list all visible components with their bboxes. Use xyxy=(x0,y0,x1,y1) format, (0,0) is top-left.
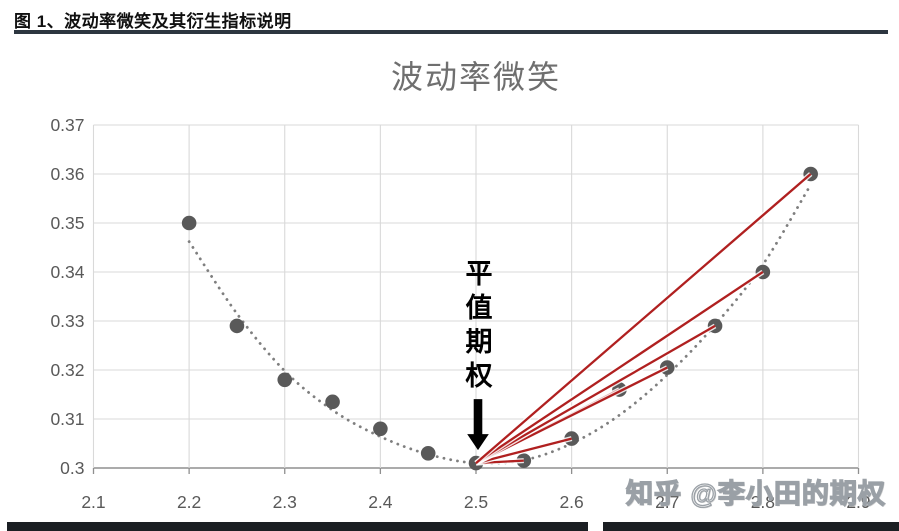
x-tick-label: 2.9 xyxy=(846,492,870,512)
next-section-bar xyxy=(7,522,899,531)
x-tick-label: 2.4 xyxy=(368,492,393,512)
x-tick-label: 2.1 xyxy=(81,492,105,512)
scatter-point xyxy=(325,394,340,410)
chart-title: 波动率微笑 xyxy=(390,59,561,95)
x-tick-label: 2.5 xyxy=(464,492,488,512)
skew-line xyxy=(475,271,764,465)
y-tick-label: 0.35 xyxy=(50,213,84,233)
scatter-point xyxy=(229,318,245,334)
x-tick-label: 2.7 xyxy=(655,492,679,512)
scatter-point xyxy=(420,446,436,461)
next-section-bar-notch xyxy=(588,522,603,531)
y-tick-label: 0.32 xyxy=(50,360,84,380)
x-tick-label: 2.8 xyxy=(751,492,775,512)
y-tick-label: 0.3 xyxy=(60,458,84,478)
y-tick-label: 0.34 xyxy=(50,262,84,282)
x-tick-label: 2.2 xyxy=(177,492,201,512)
caption-divider xyxy=(14,30,888,34)
atm-label-char: 平 xyxy=(465,259,493,289)
skew-line xyxy=(475,437,572,465)
figure-caption: 图 1、波动率微笑及其衍生指标说明 xyxy=(14,12,292,31)
skew-line xyxy=(475,173,812,464)
y-tick-label: 0.36 xyxy=(50,164,84,184)
scatter-point xyxy=(181,215,197,231)
y-tick-label: 0.33 xyxy=(50,311,84,331)
y-tick-label: 0.31 xyxy=(50,409,84,429)
atm-annotation-label: 平值期权 xyxy=(461,257,497,393)
watermark: 知乎 @李小田的期权 xyxy=(625,478,886,509)
x-tick-label: 2.3 xyxy=(273,492,297,512)
skew-line xyxy=(475,324,716,465)
atm-label-char: 值 xyxy=(465,293,493,323)
scatter-point xyxy=(373,421,388,437)
atm-label-char: 期 xyxy=(465,327,493,357)
x-tick-label: 2.6 xyxy=(559,492,583,512)
y-tick-label: 0.37 xyxy=(50,115,84,135)
scatter-point xyxy=(277,372,293,388)
atm-arrow-icon xyxy=(467,399,489,451)
atm-label-char: 权 xyxy=(465,361,493,391)
